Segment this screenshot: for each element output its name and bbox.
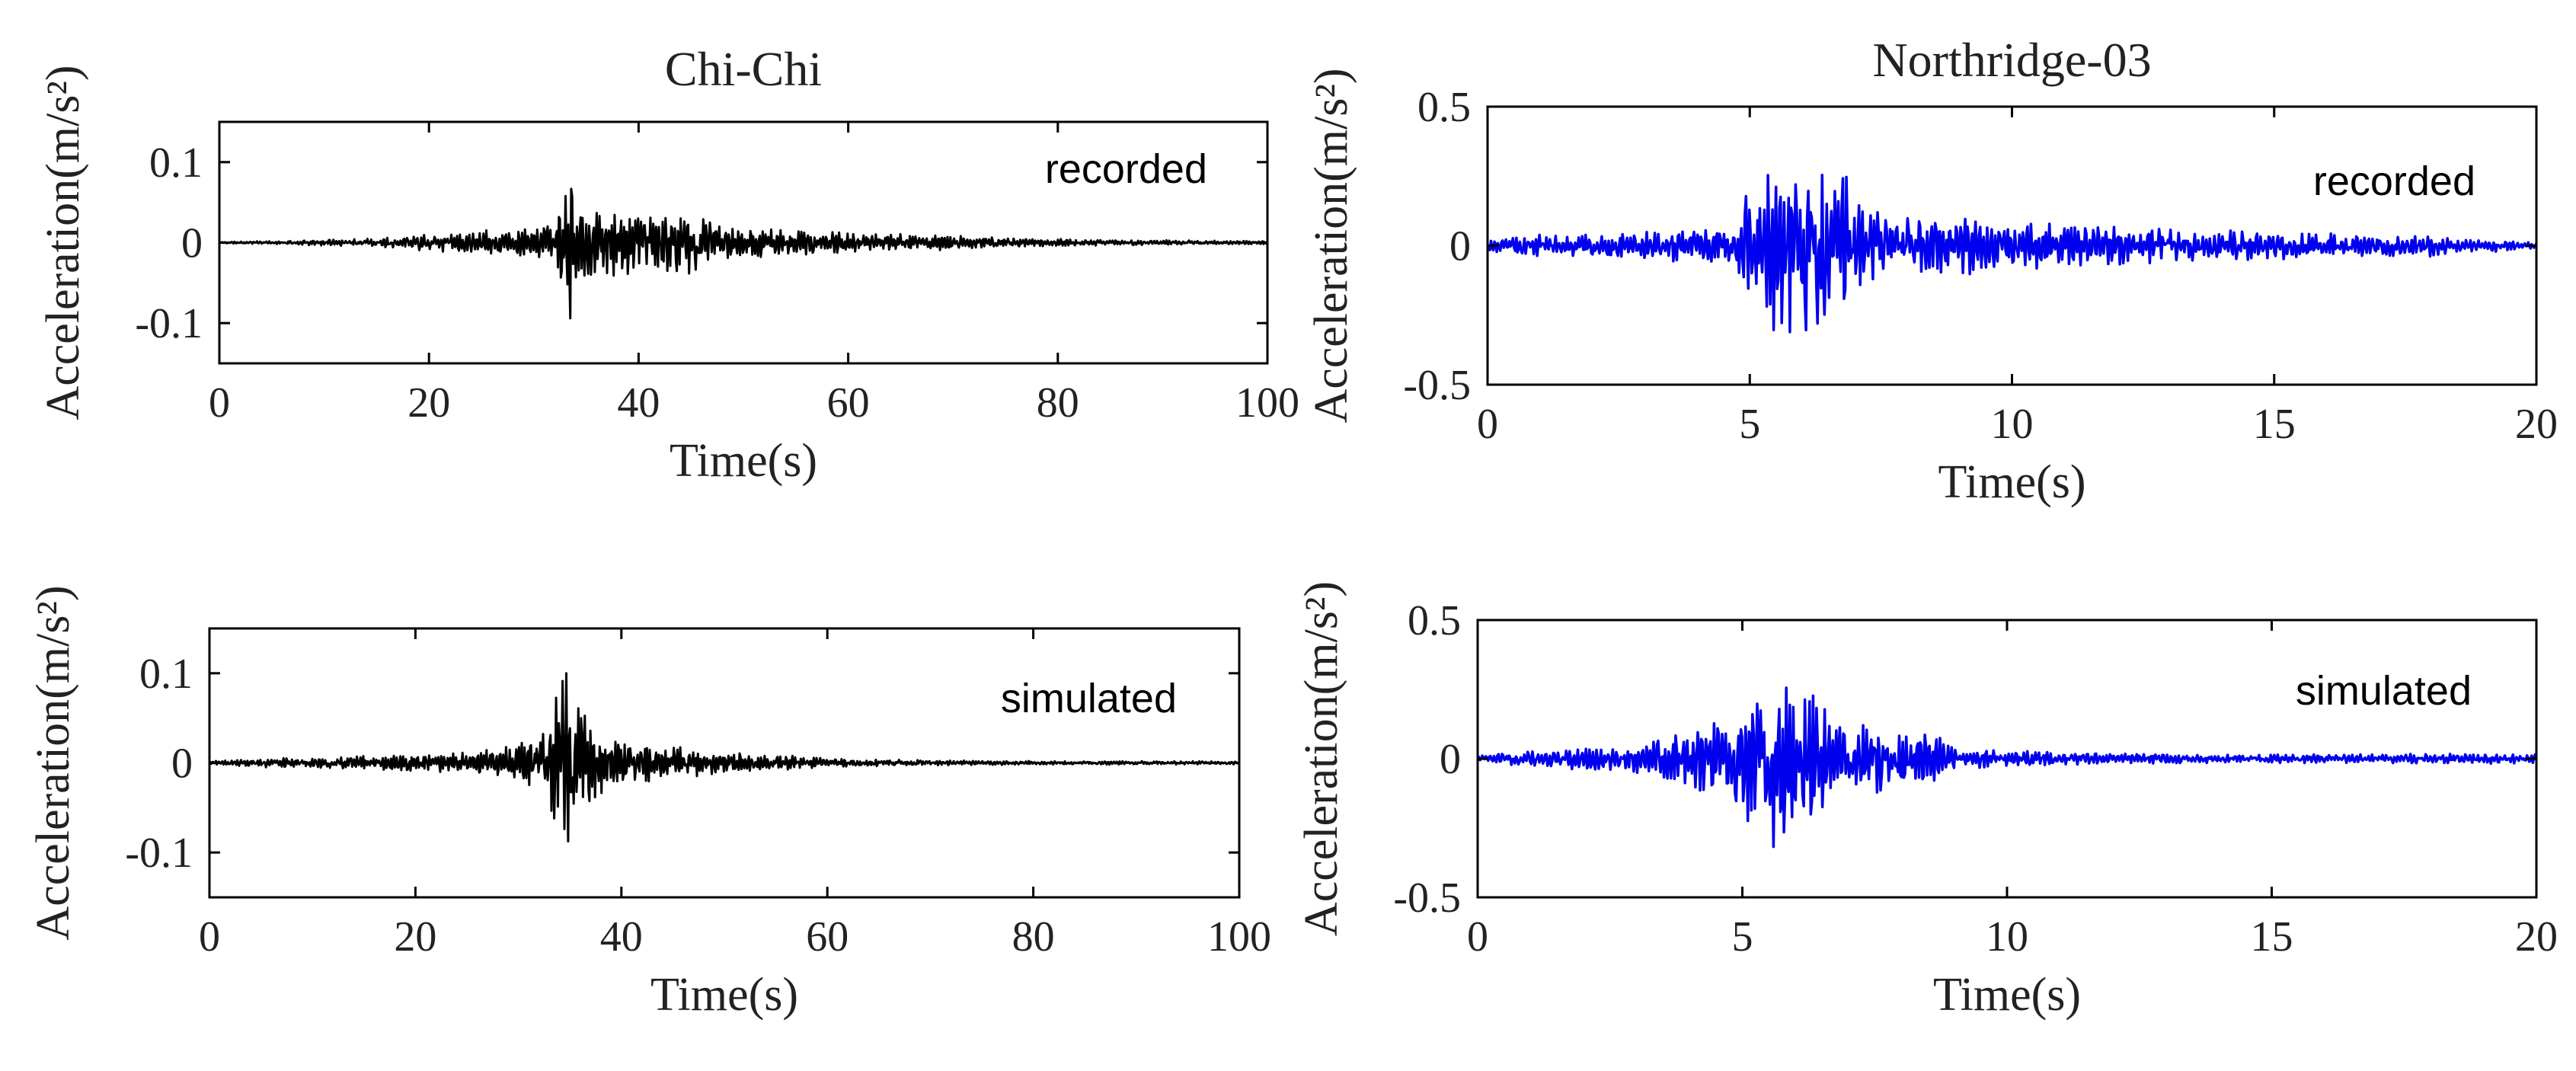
x-tick-label: 5 <box>1739 401 1760 448</box>
chart-title: Chi-Chi <box>665 42 822 96</box>
y-axis-label: Acceleration(m/s²) <box>37 65 89 420</box>
x-tick-label: 40 <box>617 379 660 427</box>
y-tick-label: 0.1 <box>139 651 193 698</box>
x-axis-label: Time(s) <box>1938 456 2085 508</box>
series-annotation: recorded <box>1045 146 1207 192</box>
x-tick-label: 5 <box>1732 913 1753 961</box>
y-tick-label: -0.5 <box>1403 362 1471 409</box>
x-tick-label: 20 <box>2515 401 2558 448</box>
x-tick-label: 80 <box>1037 379 1079 427</box>
series-line-simulated <box>1477 686 2538 849</box>
x-axis-label: Time(s) <box>1933 969 2081 1021</box>
y-axis-label: Acceleration(m/s²) <box>1306 68 1357 423</box>
series-annotation: simulated <box>1001 676 1177 721</box>
series-line-simulated <box>208 672 1240 842</box>
x-axis-label: Time(s) <box>650 969 798 1021</box>
series-annotation: recorded <box>2313 158 2475 204</box>
chart-title: Northridge-03 <box>1872 33 2151 87</box>
y-tick-label: 0 <box>1440 736 1461 783</box>
panel-northridge-simulated: 0 5 10 15 20-0.500.5Time(s)Acceleration(m/s²… <box>1296 581 2558 1021</box>
y-axis-label: Acceleration(m/s²) <box>27 585 79 940</box>
x-tick-label: 20 <box>407 379 450 427</box>
x-tick-label: 20 <box>394 913 436 961</box>
x-tick-label: 80 <box>1012 913 1055 961</box>
y-tick-label: 0.5 <box>1417 84 1471 131</box>
panel-chichi-recorded: 0 20 40 60 80 100-0.100.1Time(s)Acceleration(… <box>37 42 1299 487</box>
x-tick-label: 0 <box>1467 913 1488 961</box>
y-tick-label: -0.1 <box>125 830 193 877</box>
y-tick-label: 0 <box>171 740 193 788</box>
y-tick-label: -0.5 <box>1393 874 1461 922</box>
x-axis-label: Time(s) <box>670 435 817 487</box>
y-tick-label: 0.1 <box>149 139 203 187</box>
y-tick-label: 0 <box>181 220 203 267</box>
x-tick-label: 0 <box>1477 401 1498 448</box>
y-tick-label: -0.1 <box>135 300 203 347</box>
y-axis-label: Acceleration(m/s²) <box>1296 581 1347 936</box>
y-tick-label: 0 <box>1449 223 1471 270</box>
x-tick-label: 0 <box>209 379 230 427</box>
x-tick-label: 10 <box>1991 401 2034 448</box>
panel-chichi-simulated: 0 20 40 60 80 100-0.100.1Time(s)Acceleration(… <box>27 585 1271 1021</box>
x-tick-label: 60 <box>827 379 870 427</box>
x-tick-label: 40 <box>600 913 643 961</box>
x-tick-label: 100 <box>1207 913 1271 961</box>
x-tick-label: 10 <box>1986 913 2028 961</box>
x-tick-label: 15 <box>2251 913 2293 961</box>
series-line-recorded <box>219 187 1268 320</box>
x-tick-label: 20 <box>2515 913 2558 961</box>
series-line-recorded <box>1486 173 2538 334</box>
y-tick-label: 0.5 <box>1408 597 1461 644</box>
x-tick-label: 0 <box>199 913 220 961</box>
panel-northridge-recorded: 0 5 10 15 20-0.500.5Time(s)Acceleration(m/s²… <box>1306 33 2558 508</box>
series-annotation: simulated <box>2296 668 2472 714</box>
x-tick-label: 100 <box>1235 379 1299 427</box>
x-tick-label: 15 <box>2253 401 2296 448</box>
x-tick-label: 60 <box>806 913 849 961</box>
